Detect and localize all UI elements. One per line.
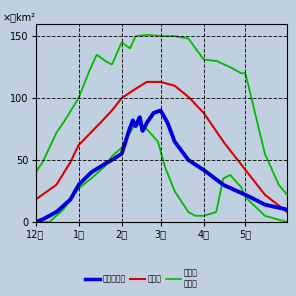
Legend: 今冬の経過, 平年値, 最大値
最小値: 今冬の経過, 平年値, 最大値 最小値 [82,266,201,291]
Text: ×万km²: ×万km² [3,12,36,22]
